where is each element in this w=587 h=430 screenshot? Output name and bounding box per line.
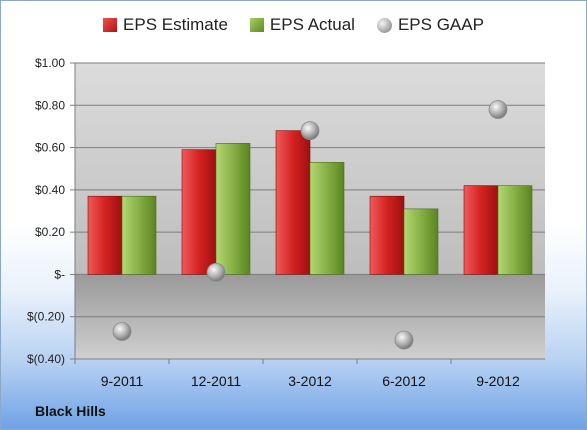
marker-eps-gaap — [394, 330, 414, 350]
bar-eps-actual — [497, 185, 533, 275]
legend-swatch-gaap — [376, 17, 392, 33]
bar-eps-actual — [309, 162, 345, 275]
plot-area: $1.00 $0.80 $0.60 $0.40 $0.20 $- $(0.20) $(0.40… — [27, 56, 545, 389]
legend-item-estimate: EPS Estimate — [103, 15, 228, 35]
marker-eps-gaap — [112, 322, 132, 341]
bar-eps-actual — [121, 195, 157, 275]
legend-swatch-actual — [249, 18, 264, 32]
y-tick-label: $0.20 — [35, 225, 65, 239]
y-tick-label: $0.40 — [35, 183, 65, 197]
bar-eps-estimate — [369, 195, 405, 275]
legend-item-gaap: EPS GAAP — [376, 15, 484, 35]
x-tick-label: 9-2012 — [476, 373, 520, 389]
bar-eps-estimate — [181, 149, 217, 275]
bar-eps-estimate — [463, 185, 499, 275]
y-tick-label: $(0.20) — [27, 310, 65, 324]
legend: EPS Estimate EPS Actual EPS GAAP — [1, 15, 586, 35]
x-tick-label: 9-2011 — [101, 373, 144, 389]
legend-label-actual: EPS Actual — [269, 15, 355, 34]
bar-eps-actual — [215, 143, 251, 275]
y-tick-label: $0.60 — [35, 141, 65, 155]
y-tick-label: $0.80 — [35, 98, 65, 112]
y-tick-label: $(0.40) — [27, 352, 65, 366]
y-tick-label: $- — [54, 267, 65, 281]
bar-eps-estimate — [87, 195, 123, 275]
company-name: Black Hills — [35, 403, 106, 419]
x-tick-label: 3-2012 — [288, 373, 332, 389]
legend-item-actual: EPS Actual — [249, 15, 355, 35]
x-tick-label: 6-2012 — [382, 373, 426, 389]
marker-eps-gaap — [300, 121, 320, 141]
x-tick-label: 12-2011 — [191, 373, 242, 389]
y-tick-label: $1.00 — [35, 56, 65, 70]
bar-eps-estimate — [275, 130, 311, 275]
bar-eps-actual — [403, 208, 439, 275]
marker-eps-gaap — [206, 262, 226, 282]
legend-label-gaap: EPS GAAP — [397, 15, 484, 34]
marker-eps-gaap — [488, 100, 508, 119]
legend-label-estimate: EPS Estimate — [123, 15, 228, 34]
legend-swatch-estimate — [103, 18, 118, 32]
